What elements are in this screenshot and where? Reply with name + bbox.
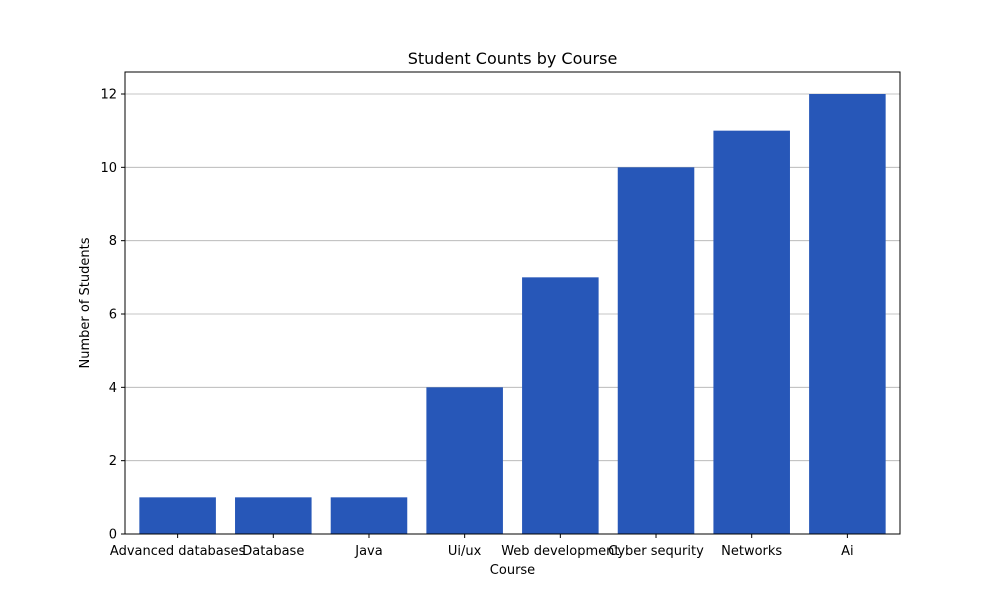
bar bbox=[330, 497, 408, 534]
y-tick-label: 10 bbox=[100, 161, 117, 176]
x-tick-label: Database bbox=[242, 544, 304, 559]
y-tick-label: 6 bbox=[109, 308, 117, 323]
x-tick-label: Networks bbox=[721, 544, 782, 559]
bar bbox=[617, 167, 695, 535]
y-tick-label: 12 bbox=[100, 88, 117, 103]
x-tick-label: Web development bbox=[501, 544, 619, 559]
bar bbox=[235, 497, 312, 534]
bars-layer bbox=[139, 94, 886, 535]
plot-frame bbox=[124, 71, 901, 535]
bar bbox=[713, 130, 790, 534]
y-tick-label: 2 bbox=[109, 454, 117, 469]
x-axis-label: Course bbox=[490, 563, 535, 578]
bar bbox=[426, 387, 503, 534]
x-tick-label: Ai bbox=[841, 544, 854, 559]
x-tick-label: Advanced databases bbox=[110, 544, 246, 559]
y-tick-label: 4 bbox=[109, 381, 117, 396]
grid-layer bbox=[125, 93, 900, 535]
x-tick-label: Ui/ux bbox=[448, 544, 482, 559]
chart-title: Student Counts by Course bbox=[408, 49, 618, 68]
y-axis-label: Number of Students bbox=[78, 237, 93, 368]
bar bbox=[809, 94, 886, 534]
x-tick-label: Cyber sequrity bbox=[608, 544, 704, 559]
bar bbox=[522, 277, 599, 534]
y-tick-label: 8 bbox=[109, 234, 117, 249]
bar bbox=[139, 497, 216, 534]
y-tick-label: 0 bbox=[109, 528, 117, 543]
y-ticks: 0 2 4 6 8 10 12 bbox=[100, 88, 125, 543]
x-tick-label: Java bbox=[354, 544, 382, 559]
